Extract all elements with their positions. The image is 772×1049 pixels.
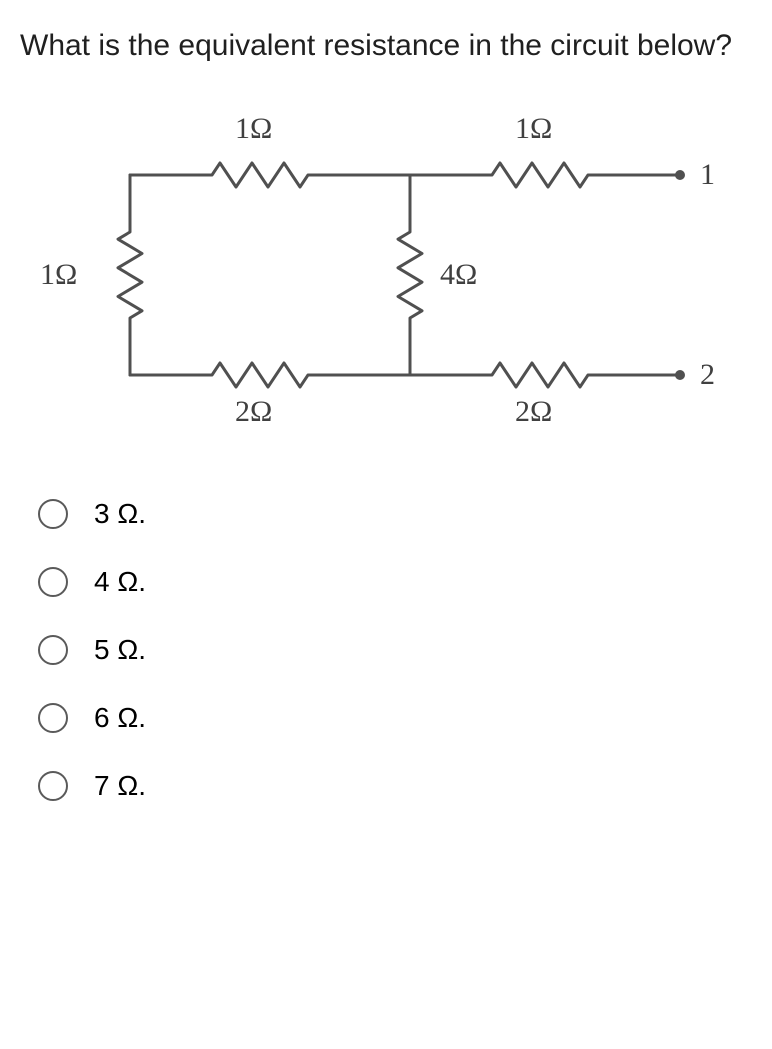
option-row-a[interactable]: 3 Ω. (38, 498, 752, 530)
option-row-d[interactable]: 6 Ω. (38, 702, 752, 734)
resistor-label: 4Ω (440, 258, 477, 292)
option-label: 3 Ω. (94, 498, 146, 530)
option-label: 6 Ω. (94, 702, 146, 734)
question-text: What is the equivalent resistance in the… (20, 24, 752, 68)
radio-icon (38, 771, 68, 801)
resistor-label: 2Ω (515, 395, 552, 429)
option-row-c[interactable]: 5 Ω. (38, 634, 752, 666)
terminal-label: 2 (700, 358, 715, 392)
radio-icon (38, 635, 68, 665)
resistor-label: 1Ω (40, 258, 77, 292)
resistor-label: 1Ω (515, 112, 552, 146)
resistor-label: 2Ω (235, 395, 272, 429)
radio-icon (38, 499, 68, 529)
option-label: 4 Ω. (94, 566, 146, 598)
answer-options: 3 Ω. 4 Ω. 5 Ω. 6 Ω. 7 Ω. (20, 498, 752, 802)
circuit-diagram: 1Ω 1Ω 4Ω 1Ω 2Ω 2Ω 1 2 (20, 100, 720, 470)
option-label: 7 Ω. (94, 770, 146, 802)
terminal-label: 1 (700, 158, 715, 192)
option-row-e[interactable]: 7 Ω. (38, 770, 752, 802)
resistor-label: 1Ω (235, 112, 272, 146)
radio-icon (38, 567, 68, 597)
circuit-svg (20, 100, 720, 470)
option-row-b[interactable]: 4 Ω. (38, 566, 752, 598)
radio-icon (38, 703, 68, 733)
option-label: 5 Ω. (94, 634, 146, 666)
